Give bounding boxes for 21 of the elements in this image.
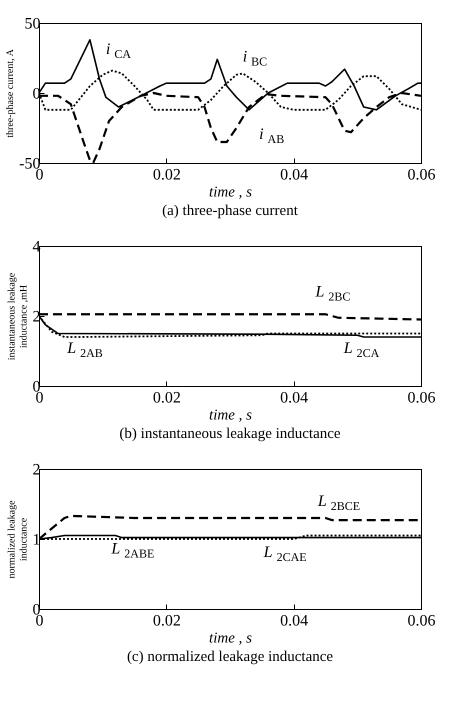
text: (a) three-phase current: [162, 203, 299, 219]
x-tick-label: 0.04: [280, 390, 308, 406]
x-tick-label: 0.06: [408, 390, 436, 406]
x-tick-label: 0.02: [152, 390, 181, 406]
x-tick-label: 0.02: [152, 612, 181, 630]
x-tick-label: 0.06: [408, 166, 436, 184]
y-tick-label: 1: [32, 532, 40, 548]
y-axis-title: normalized leakage inductance: [6, 500, 30, 579]
x-tick-label: 0.06: [408, 612, 436, 630]
y-tick-label: 2: [32, 462, 40, 478]
x-tick-label: 0.04: [280, 166, 308, 184]
x-tick-label: 0.02: [152, 166, 181, 184]
x-axis-title: time , s: [209, 408, 252, 424]
y-axis-title: instantaneous leakage inductance ,mH: [6, 272, 30, 360]
x-axis-title: time , s: [209, 630, 252, 646]
x-axis-title: time , s: [209, 184, 252, 200]
y-axis-title: three-phase current, A: [5, 48, 16, 138]
text: (b) instantaneous leakage inductance: [119, 426, 341, 442]
text: (c) normalized leakage inductance: [126, 649, 334, 665]
y-tick-label: 4: [32, 238, 40, 256]
x-tick-label: 0.04: [280, 612, 308, 630]
